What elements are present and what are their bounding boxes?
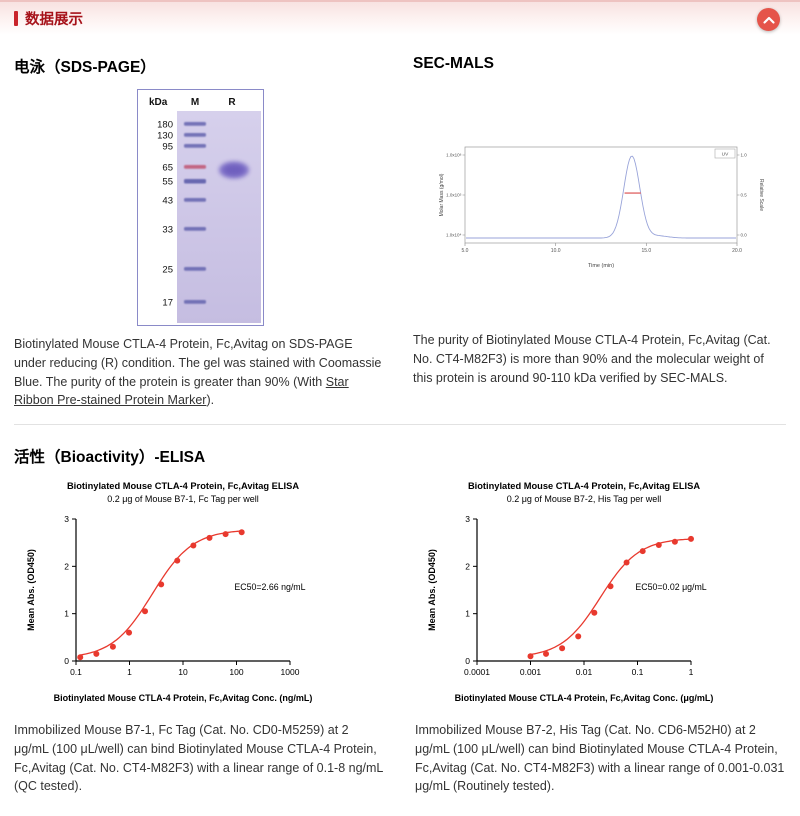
elisa-b7-2-chart: Biotinylated Mouse CTLA-4 Protein, Fc,Av… — [427, 481, 713, 703]
svg-text:EC50=2.66 ng/mL: EC50=2.66 ng/mL — [234, 582, 305, 592]
svg-text:Biotinylated Mouse CTLA-4 Prot: Biotinylated Mouse CTLA-4 Protein, Fc,Av… — [66, 481, 298, 491]
sec-mals-section: SEC-MALS 5.0 10.0 15.0 20.0 1.0x10⁶ 1.0x10⁵ 1.… — [413, 35, 786, 410]
svg-text:1: 1 — [64, 609, 69, 619]
svg-text:10: 10 — [178, 667, 188, 677]
elisa-b7-1-caption: Immobilized Mouse B7-1, Fc Tag (Cat. No.… — [14, 723, 383, 794]
sec-mals-figure: 5.0 10.0 15.0 20.0 1.0x10⁶ 1.0x10⁵ 1.0x10⁴ 1.0 0… — [413, 81, 786, 325]
svg-text:0.01: 0.01 — [575, 667, 592, 677]
svg-text:0: 0 — [465, 656, 470, 666]
svg-text:0.2 μg of Mouse B7-2, His Tag: 0.2 μg of Mouse B7-2, His Tag per well — [506, 494, 661, 504]
svg-text:25: 25 — [162, 264, 173, 275]
page-content: 电泳（SDS-PAGE） kDa M R 180 130 95 65 55 43 33 25 17 B… — [0, 35, 800, 816]
svg-text:Time (min): Time (min) — [587, 263, 613, 269]
svg-text:0.0: 0.0 — [740, 233, 747, 238]
bioactivity-section-title: 活性（Bioactivity）-ELISA — [14, 449, 206, 466]
svg-text:5.0: 5.0 — [461, 248, 468, 254]
svg-text:1: 1 — [465, 609, 470, 619]
page-title: 数据展示 — [25, 12, 83, 28]
svg-text:M: M — [191, 97, 199, 108]
chevron-up-icon — [762, 16, 775, 24]
elisa-b7-2-caption: Immobilized Mouse B7-2, His Tag (Cat. No… — [415, 723, 785, 794]
svg-text:1.0x10⁵: 1.0x10⁵ — [446, 193, 462, 198]
svg-text:1.0x10⁴: 1.0x10⁴ — [446, 233, 462, 238]
svg-text:0.1: 0.1 — [70, 667, 82, 677]
svg-text:100: 100 — [229, 667, 243, 677]
svg-text:95: 95 — [162, 141, 173, 152]
sec-mals-section-title: SEC-MALS — [413, 55, 494, 72]
svg-text:Biotinylated Mouse CTLA-4 Prot: Biotinylated Mouse CTLA-4 Protein, Fc,Av… — [454, 693, 713, 703]
top-row: 电泳（SDS-PAGE） kDa M R 180 130 95 65 55 43 33 25 17 B… — [14, 35, 786, 410]
svg-text:UV: UV — [721, 152, 728, 158]
svg-text:33: 33 — [162, 224, 173, 235]
data-display-header: 数据展示 — [0, 0, 800, 35]
svg-text:20.0: 20.0 — [732, 248, 742, 254]
svg-text:0.1: 0.1 — [631, 667, 643, 677]
svg-text:2: 2 — [64, 561, 69, 571]
sds-page-caption: Biotinylated Mouse CTLA-4 Protein, Fc,Av… — [14, 335, 387, 410]
sds-page-section-title: 电泳（SDS-PAGE） — [14, 59, 156, 76]
svg-text:kDa: kDa — [149, 97, 168, 108]
bioactivity-section: 活性（Bioactivity）-ELISA Biotinylated Mouse… — [14, 445, 786, 796]
svg-text:Mean Abs. (OD450): Mean Abs. (OD450) — [26, 549, 36, 631]
sds-page-section: 电泳（SDS-PAGE） kDa M R 180 130 95 65 55 43 33 25 17 B… — [14, 35, 387, 410]
svg-text:65: 65 — [162, 162, 173, 173]
svg-text:1000: 1000 — [280, 667, 299, 677]
svg-text:Mean Abs. (OD450): Mean Abs. (OD450) — [427, 549, 437, 631]
scroll-to-top-button[interactable] — [757, 8, 780, 31]
svg-text:1: 1 — [127, 667, 132, 677]
section-divider — [14, 424, 786, 425]
svg-text:180: 180 — [157, 119, 173, 130]
svg-text:EC50=0.02 μg/mL: EC50=0.02 μg/mL — [635, 582, 706, 592]
svg-text:Biotinylated Mouse CTLA-4 Prot: Biotinylated Mouse CTLA-4 Protein, Fc,Av… — [53, 693, 312, 703]
sds-page-caption-text: Biotinylated Mouse CTLA-4 Protein, Fc,Av… — [14, 337, 382, 389]
header-accent-bar — [14, 11, 18, 26]
svg-text:0: 0 — [64, 656, 69, 666]
svg-text:3: 3 — [465, 514, 470, 524]
svg-text:43: 43 — [162, 195, 173, 206]
svg-text:10.0: 10.0 — [550, 248, 560, 254]
sec-mals-chromatogram: 5.0 10.0 15.0 20.0 1.0x10⁶ 1.0x10⁵ 1.0x10⁴ 1.0 0… — [439, 146, 764, 269]
svg-text:0.001: 0.001 — [519, 667, 541, 677]
svg-text:Biotinylated Mouse CTLA-4 Prot: Biotinylated Mouse CTLA-4 Protein, Fc,Av… — [467, 481, 699, 491]
svg-text:0.5: 0.5 — [740, 193, 747, 198]
svg-text:55: 55 — [162, 176, 173, 187]
svg-text:0.2 μg of Mouse B7-1, Fc Tag p: 0.2 μg of Mouse B7-1, Fc Tag per well — [107, 494, 259, 504]
svg-text:1.0: 1.0 — [740, 153, 747, 158]
svg-text:2: 2 — [465, 561, 470, 571]
svg-text:1.0x10⁶: 1.0x10⁶ — [446, 153, 462, 158]
svg-text:15.0: 15.0 — [641, 248, 651, 254]
svg-text:17: 17 — [162, 297, 173, 308]
svg-text:Relative Scale: Relative Scale — [758, 179, 764, 211]
protein-marker-link[interactable]: Star Ribbon Pre-stained Protein Marker — [14, 374, 349, 408]
svg-text:Molar Mass (g/mol): Molar Mass (g/mol) — [439, 173, 445, 216]
svg-text:R: R — [228, 97, 236, 108]
svg-text:1: 1 — [688, 667, 693, 677]
svg-text:130: 130 — [157, 130, 173, 141]
svg-text:0.0001: 0.0001 — [464, 667, 490, 677]
sds-page-gel-figure: kDa M R 180 130 95 65 55 43 33 25 17 — [14, 85, 387, 329]
elisa-b7-2-column: Biotinylated Mouse CTLA-4 Protein, Fc,Av… — [415, 475, 786, 796]
elisa-b7-1-column: Biotinylated Mouse CTLA-4 Protein, Fc,Av… — [14, 475, 385, 796]
elisa-b7-1-chart: Biotinylated Mouse CTLA-4 Protein, Fc,Av… — [26, 481, 312, 703]
sec-mals-caption: The purity of Biotinylated Mouse CTLA-4 … — [413, 333, 771, 385]
svg-text:3: 3 — [64, 514, 69, 524]
sds-page-caption-end: ). — [206, 393, 215, 408]
elisa-charts-row: Biotinylated Mouse CTLA-4 Protein, Fc,Av… — [14, 475, 786, 796]
